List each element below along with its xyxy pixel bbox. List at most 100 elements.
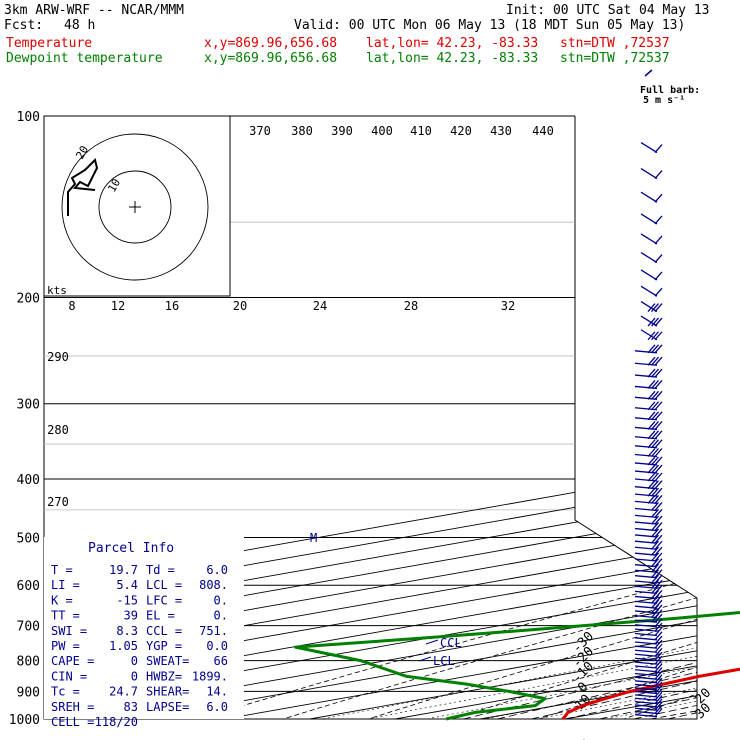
- temperature-station: stn=DTW ,72537: [560, 36, 670, 51]
- pressure-label-500: 500: [17, 531, 40, 546]
- wind-barb: [640, 252, 663, 264]
- isotherm: [44, 116, 697, 719]
- parcel-key-left: LI =: [51, 578, 80, 592]
- parcel-value-left: -15: [116, 593, 138, 607]
- parcel-value-right: 751.: [199, 624, 228, 638]
- wind-barb: [634, 480, 663, 490]
- temperature-latlon: lat,lon= 42.23, -83.33: [366, 36, 539, 51]
- pressure-label-100: 100: [17, 110, 40, 125]
- wetbulb-label: 8: [68, 299, 75, 313]
- parcel-value-right: 14.: [206, 685, 228, 699]
- parcel-key-left: CELL =: [51, 715, 94, 729]
- ccl-marker: [425, 639, 439, 645]
- mixing-ratio-line: [536, 584, 697, 719]
- wind-barb: [634, 635, 663, 645]
- wind-barb: [634, 681, 663, 691]
- theta-label: 410: [410, 124, 432, 138]
- theta-label: 370: [249, 124, 271, 138]
- isotherm: [650, 116, 697, 719]
- header: 3km ARW-WRF -- NCAR/MMM Init: 00 UTC Sat…: [0, 0, 740, 70]
- parcel-key-right: LCL =: [146, 578, 182, 592]
- parcel-key-right: YGP =: [146, 639, 182, 653]
- isotherm: [309, 116, 697, 719]
- barb-key-sample: [644, 69, 653, 77]
- wind-barb: [634, 708, 663, 718]
- wind-barb: [634, 579, 663, 589]
- barb-key: Full barb: 5 m s⁻¹: [640, 69, 700, 106]
- wind-barb: [634, 627, 663, 637]
- dewpoint-xy: x,y=869.96,656.68: [204, 51, 338, 66]
- wind-barb: [634, 705, 663, 715]
- theta-label: 400: [371, 124, 393, 138]
- dewpoint-series-line: [293, 611, 740, 721]
- wind-barb: [634, 448, 663, 458]
- hodograph-ring-label-10: 10: [105, 177, 123, 195]
- wind-barb: [634, 421, 663, 431]
- hodograph-ring-label-20: 20: [73, 144, 91, 162]
- parcel-info-title: Parcel Info: [88, 541, 174, 556]
- mixing-ratio-lines: [321, 584, 697, 719]
- wind-barb: [634, 546, 663, 556]
- parcel-value-left: 118/20: [95, 715, 138, 729]
- parcel-value-right: 0.0: [206, 639, 228, 653]
- hodograph: 10 20: [61, 133, 209, 281]
- wind-barb: [634, 522, 663, 532]
- parcel-value-right: 1899.: [192, 669, 228, 683]
- wind-barb: [634, 379, 663, 390]
- moist-adiabats: [463, 297, 740, 720]
- parcel-value-right: 0.: [214, 593, 228, 607]
- parcel-key-left: TT =: [51, 609, 80, 623]
- wetbulb-label: 20: [233, 299, 247, 313]
- wind-barb: [634, 515, 663, 525]
- wind-barb: [640, 191, 663, 203]
- wind-barb: [634, 639, 663, 649]
- dry-adiabat: [368, 116, 697, 719]
- wetbulb-label: 16: [165, 299, 179, 313]
- hodograph-box: [43, 115, 231, 297]
- moist-adiabat: [702, 298, 740, 720]
- wind-barb: [634, 540, 663, 550]
- moist-adiabat: [463, 297, 697, 719]
- wind-barb: [634, 618, 663, 628]
- wind-barb: [634, 456, 663, 466]
- parcel-key-right: EL =: [146, 609, 175, 623]
- pressure-label-400: 400: [17, 473, 40, 488]
- wind-barb: [634, 552, 663, 562]
- parcel-key-left: PW =: [51, 639, 80, 653]
- isotherm-label: 40: [573, 737, 595, 740]
- isotherm: [44, 116, 697, 719]
- dewpoint-latlon: lat,lon= 42.23, -83.33: [366, 51, 539, 66]
- wind-barb: [634, 390, 663, 400]
- dewpoint-station: stn=DTW ,72537: [560, 51, 670, 66]
- wind-barb: [634, 667, 663, 677]
- parcel-key-left: SREH =: [51, 700, 94, 714]
- wind-barb: [634, 558, 663, 568]
- wind-barb: [634, 651, 663, 661]
- isotherm: [54, 116, 697, 719]
- wind-barb: [634, 494, 663, 505]
- moist-adiabat: [667, 297, 697, 719]
- wind-barb: [634, 688, 663, 698]
- moist-adiabat: [531, 297, 697, 719]
- valid-time: Valid: 00 UTC Mon 06 May 13 (18 MDT Sun …: [294, 18, 686, 33]
- theta-left-label: 280: [47, 423, 69, 437]
- isotherm: [44, 116, 697, 719]
- wind-barb: [640, 213, 663, 225]
- parcel-value-left: 1.05: [109, 639, 138, 653]
- pressure-label-600: 600: [17, 579, 40, 594]
- parcel-key-left: K =: [51, 593, 73, 607]
- temperature-label: Temperature: [6, 36, 93, 51]
- parcel-value-left: 8.3: [116, 624, 138, 638]
- annotations: CCL LCL M: [310, 531, 462, 668]
- mixing-ratio-line: [426, 584, 697, 719]
- hodograph-inset: kts 10 20: [43, 115, 231, 297]
- parcel-value-left: 24.7: [109, 685, 138, 699]
- wetbulb-label: 12: [111, 299, 125, 313]
- wind-barb: [634, 685, 663, 695]
- parcel-key-right: Td =: [146, 563, 175, 577]
- wind-barb: [634, 698, 663, 708]
- wind-barb: [640, 315, 663, 327]
- pressure-label-800: 800: [17, 655, 40, 670]
- mixing-ratio-line: [321, 584, 697, 719]
